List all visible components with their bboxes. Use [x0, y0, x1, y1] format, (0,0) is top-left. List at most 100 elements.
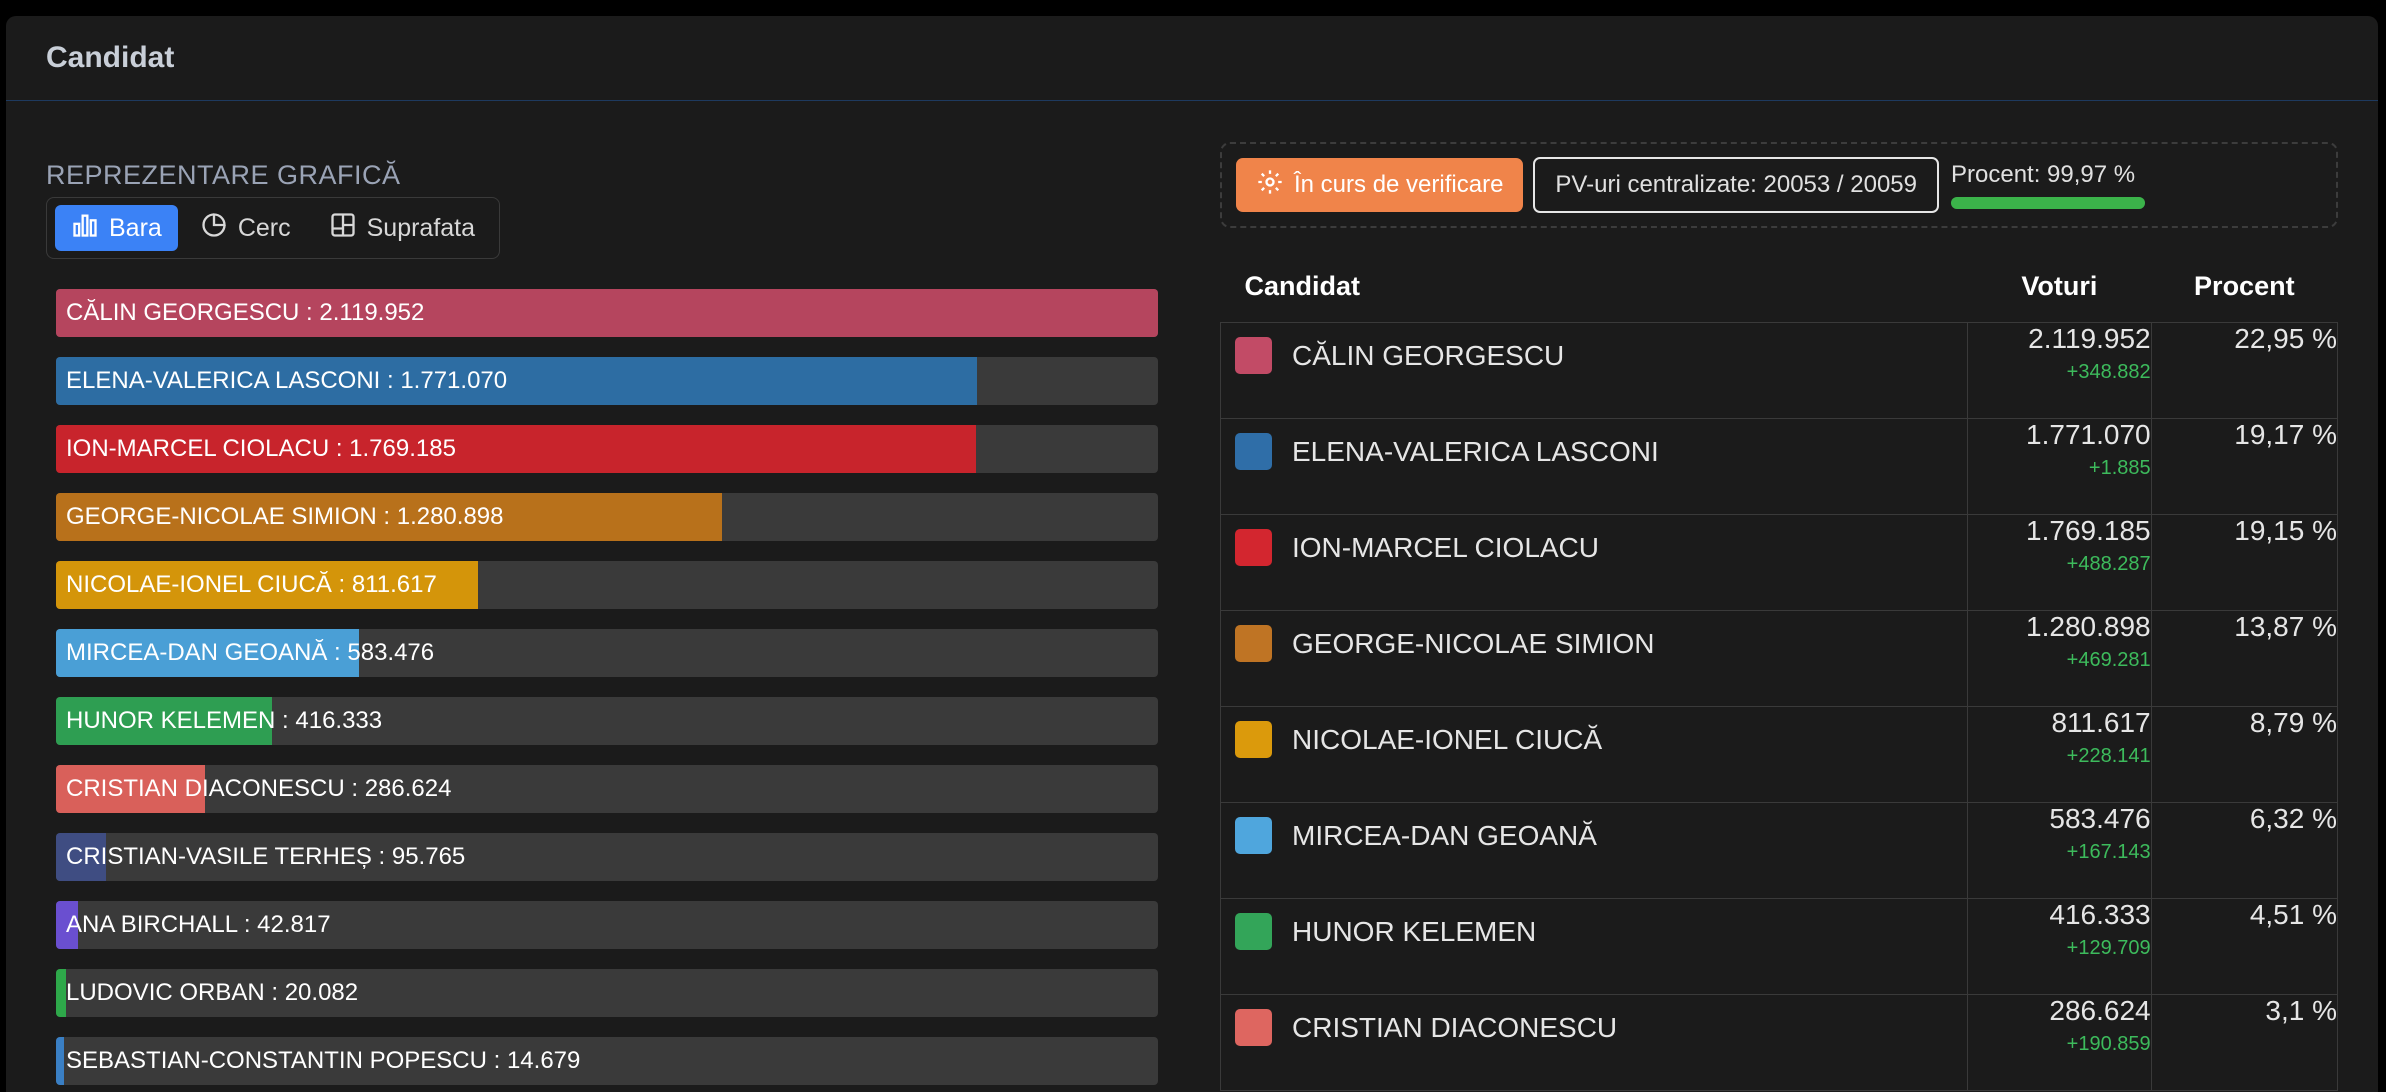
bar-label: CRISTIAN DIACONESCU : 286.624 — [66, 775, 452, 802]
percent-cell: 4,51 % — [2150, 898, 2339, 995]
candidate-card: Candidat REPREZENTARE GRAFICĂ Bara Cerc … — [6, 16, 2378, 1092]
table-row: HUNOR KELEMEN 416.333 +129.709 4,51 % — [1219, 898, 2339, 995]
table-row: ION-MARCEL CIOLACU 1.769.185 +488.287 19,15… — [1219, 514, 2339, 611]
bar-label: MIRCEA-DAN GEOANĂ : 583.476 — [66, 639, 435, 666]
bar — [56, 561, 478, 609]
votes-value: 1.771.070 — [2026, 419, 2151, 450]
gear-icon — [1256, 168, 1284, 203]
bar-row[interactable]: ION-MARCEL CIOLACU : 1.769.185 — [56, 425, 1158, 473]
bar — [56, 425, 976, 473]
bar-row[interactable]: HUNOR KELEMEN : 416.333 — [56, 697, 1158, 745]
votes-cell: 1.769.185 +488.287 — [1967, 514, 2152, 611]
bar — [56, 1037, 64, 1085]
bar-row[interactable]: GEORGE-NICOLAE SIMION : 1.280.898 — [56, 493, 1158, 541]
bar-row[interactable]: SEBASTIAN-CONSTANTIN POPESCU : 14.679 — [56, 1037, 1158, 1085]
candidate-cell: NICOLAE-IONEL CIUCĂ — [1219, 706, 1969, 803]
tab-pie[interactable]: Cerc — [184, 205, 307, 251]
tab-treemap[interactable]: Suprafata — [313, 205, 491, 251]
bar-row[interactable]: CRISTIAN DIACONESCU : 286.624 — [56, 765, 1158, 813]
results-panel: În curs de verificare PV-uri centralizat… — [1219, 142, 2339, 1091]
votes-delta: +228.141 — [2066, 745, 2151, 767]
col-percent: Procent — [2194, 270, 2295, 301]
progress-fill — [1951, 197, 2145, 209]
votes-delta: +129.709 — [2066, 937, 2151, 959]
bar-label: CĂLIN GEORGESCU : 2.119.952 — [66, 299, 425, 326]
votes-cell: 286.624 +190.859 — [1967, 994, 2152, 1091]
pie-chart-icon — [200, 211, 228, 246]
votes-value: 583.476 — [2049, 803, 2151, 834]
candidate-cell: ION-MARCEL CIOLACU — [1219, 514, 1969, 611]
bar — [56, 765, 205, 813]
section-title: REPREZENTARE GRAFICĂ — [46, 160, 401, 190]
progress-bar — [1951, 197, 2145, 209]
bar — [56, 357, 977, 405]
votes-cell: 2.119.952 +348.882 — [1967, 322, 2152, 419]
verification-status-button[interactable]: În curs de verificare — [1236, 158, 1524, 212]
candidate-cell: HUNOR KELEMEN — [1219, 898, 1969, 995]
bar-row[interactable]: ELENA-VALERICA LASCONI : 1.771.070 — [56, 357, 1158, 405]
votes-delta: +1.885 — [2088, 457, 2151, 479]
candidate-cell: GEORGE-NICOLAE SIMION — [1219, 610, 1969, 707]
tab-bar[interactable]: Bara — [55, 205, 178, 251]
votes-value: 811.617 — [2051, 707, 2151, 738]
candidate-name: HUNOR KELEMEN — [1292, 915, 1537, 947]
tab-pie-label: Cerc — [237, 213, 291, 242]
color-swatch — [1235, 433, 1272, 470]
table-row: ELENA-VALERICA LASCONI 1.771.070 +1.885 19,… — [1219, 418, 2339, 515]
col-votes: Voturi — [2021, 270, 2098, 301]
bar-label: ELENA-VALERICA LASCONI : 1.771.070 — [66, 367, 508, 394]
results-table: Candidat Voturi Procent CĂLIN GEORGESCU 2… — [1219, 250, 2339, 1091]
percent-cell: 19,15 % — [2150, 514, 2339, 611]
votes-delta: +488.287 — [2066, 553, 2151, 575]
bar-row[interactable]: CĂLIN GEORGESCU : 2.119.952 — [56, 289, 1158, 337]
bar-label: SEBASTIAN-CONSTANTIN POPESCU : 14.679 — [66, 1047, 581, 1074]
bar-label: LUDOVIC ORBAN : 20.082 — [66, 979, 359, 1006]
votes-delta: +348.882 — [2066, 361, 2151, 383]
bar-label: ION-MARCEL CIOLACU : 1.769.185 — [66, 435, 456, 462]
bar — [56, 833, 106, 881]
bar-label: CRISTIAN-VASILE TERHEȘ : 95.765 — [66, 843, 466, 870]
bar-label: GEORGE-NICOLAE SIMION : 1.280.898 — [66, 503, 504, 530]
bar-row[interactable]: LUDOVIC ORBAN : 20.082 — [56, 969, 1158, 1017]
color-swatch — [1235, 913, 1272, 950]
percent-cell: 8,79 % — [2150, 706, 2339, 803]
chart-type-tabs: Bara Cerc Suprafata — [46, 197, 501, 259]
bar-row[interactable]: NICOLAE-IONEL CIUCĂ : 811.617 — [56, 561, 1158, 609]
bar-row[interactable]: MIRCEA-DAN GEOANĂ : 583.476 — [56, 629, 1158, 677]
candidate-name: ION-MARCEL CIOLACU — [1292, 531, 1600, 563]
candidate-name: GEORGE-NICOLAE SIMION — [1292, 627, 1655, 659]
bar-chart-icon — [71, 211, 99, 246]
votes-cell: 1.771.070 +1.885 — [1967, 418, 2152, 515]
bar-row[interactable]: CRISTIAN-VASILE TERHEȘ : 95.765 — [56, 833, 1158, 881]
bar — [56, 969, 67, 1017]
bar — [56, 493, 722, 541]
table-row: NICOLAE-IONEL CIUCĂ 811.617 +228.141 8,79 % — [1219, 706, 2339, 803]
percent-label: Procent: 99,97 % — [1951, 161, 2136, 188]
pv-counter: PV-uri centralizate: 20053 / 20059 — [1533, 157, 1939, 213]
table-row: GEORGE-NICOLAE SIMION 1.280.898 +469.281 13… — [1219, 610, 2339, 707]
votes-value: 1.280.898 — [2026, 611, 2151, 642]
bar — [56, 289, 1158, 337]
percent-cell: 19,17 % — [2150, 418, 2339, 515]
col-candidate: Candidat — [1244, 270, 1361, 301]
votes-cell: 811.617 +228.141 — [1967, 706, 2152, 803]
bar-chart: CĂLIN GEORGESCU : 2.119.952 ELENA-VALERIC… — [56, 289, 1158, 1085]
bar-label: HUNOR KELEMEN : 416.333 — [66, 707, 383, 734]
bar-row[interactable]: ANA BIRCHALL : 42.817 — [56, 901, 1158, 949]
table-row: MIRCEA-DAN GEOANĂ 583.476 +167.143 6,32 % — [1219, 802, 2339, 899]
color-swatch — [1235, 817, 1272, 854]
tab-bar-label: Bara — [109, 213, 162, 242]
votes-delta: +167.143 — [2066, 841, 2151, 863]
status-bar: În curs de verificare PV-uri centralizat… — [1220, 142, 2338, 228]
votes-value: 286.624 — [2049, 995, 2151, 1026]
votes-value: 1.769.185 — [2026, 515, 2151, 546]
candidate-name: NICOLAE-IONEL CIUCĂ — [1292, 723, 1603, 755]
candidate-name: CRISTIAN DIACONESCU — [1292, 1011, 1618, 1043]
candidate-cell: CĂLIN GEORGESCU — [1219, 322, 1969, 419]
votes-cell: 583.476 +167.143 — [1967, 802, 2152, 899]
chart-panel: REPREZENTARE GRAFICĂ Bara Cerc Suprafata — [46, 116, 1158, 1092]
percent-cell: 13,87 % — [2150, 610, 2339, 707]
candidate-cell: ELENA-VALERICA LASCONI — [1219, 418, 1969, 515]
bar-label: NICOLAE-IONEL CIUCĂ : 811.617 — [66, 571, 437, 598]
tab-treemap-label: Suprafata — [366, 213, 476, 242]
